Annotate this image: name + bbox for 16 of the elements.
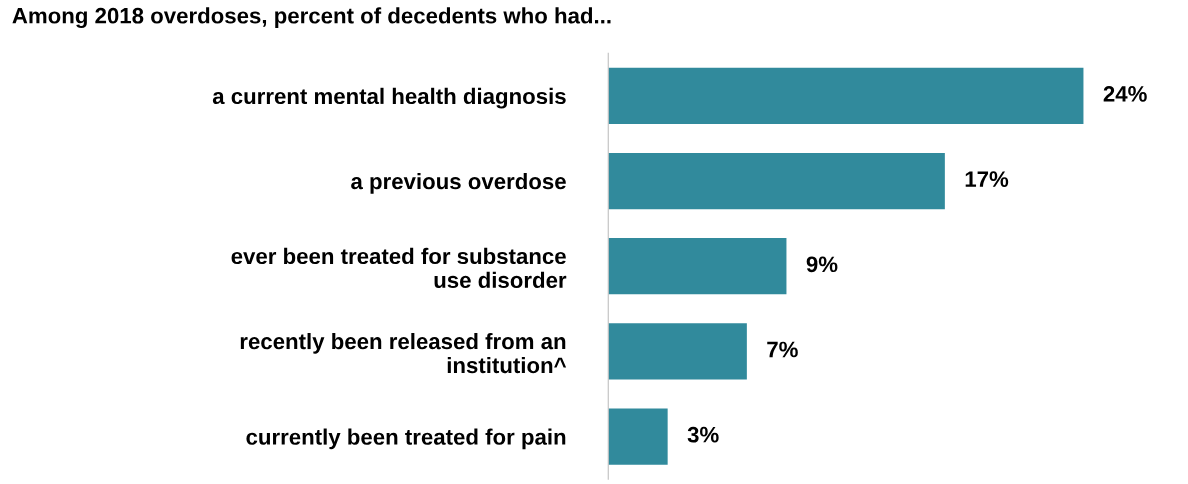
y-tick-label: ever been treated for substance use disorder — [231, 247, 567, 289]
data-label: 9% — [806, 256, 838, 273]
data-label: 3% — [687, 426, 719, 443]
y-tick-label: recently been released from an institution^ — [240, 332, 567, 374]
data-label: 17% — [965, 171, 1009, 187]
data-label: 7% — [767, 341, 798, 358]
bar — [608, 323, 747, 380]
bar — [608, 238, 787, 295]
bar — [608, 67, 1084, 124]
bar — [608, 408, 668, 465]
y-tick-label: a previous overdose — [351, 172, 566, 194]
text: Among 2018 overdoses, percent of decedents who had... — [12, 7, 611, 29]
data-label: 24% — [1103, 86, 1147, 102]
bar — [608, 152, 945, 210]
y-tick-label: a current mental health diagnosis — [212, 87, 566, 109]
y-tick-label: currently been treated for pain — [246, 428, 566, 450]
